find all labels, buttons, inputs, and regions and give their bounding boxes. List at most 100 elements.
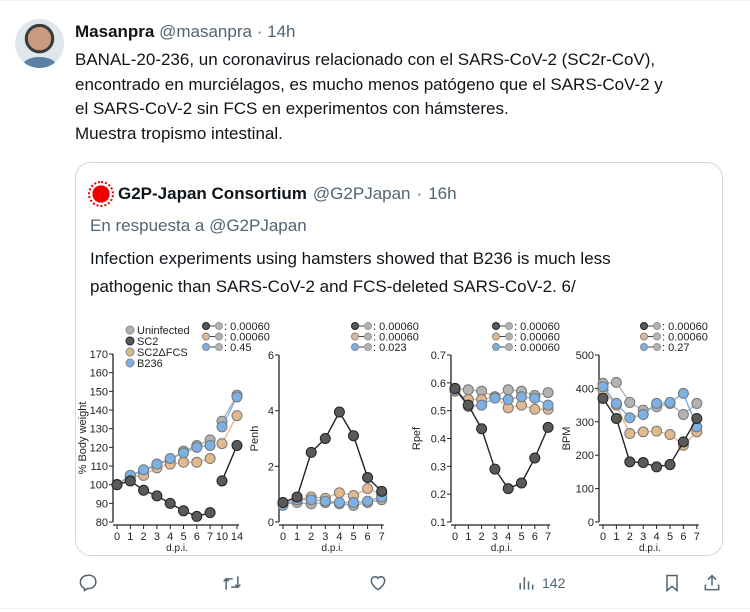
data-point (637, 426, 649, 438)
p-value-label: : 0.00060 (224, 321, 270, 333)
like-button[interactable] (368, 568, 388, 598)
y-tick-label: 140 (90, 405, 108, 417)
x-tick-label: 0 (114, 531, 120, 543)
x-tick-label: 3 (492, 531, 498, 543)
data-point (516, 477, 527, 489)
data-point (664, 428, 676, 440)
data-point (178, 447, 189, 459)
y-tick-label: 120 (90, 442, 108, 454)
data-point (610, 397, 622, 409)
separator: · (256, 22, 263, 41)
legend-marker (215, 332, 223, 341)
x-tick-label: 1 (465, 531, 471, 543)
y-tick-label: 500 (576, 350, 594, 362)
x-tick-label: 0 (600, 531, 606, 543)
x-tick-label: 7 (207, 531, 213, 543)
x-tick-label: 5 (350, 531, 356, 543)
data-point (277, 497, 289, 509)
y-tick-label: 200 (576, 450, 594, 462)
data-point (216, 421, 228, 433)
series-sc2 (597, 392, 703, 473)
data-point (624, 412, 636, 424)
legend-marker (215, 322, 223, 330)
data-point (231, 410, 243, 422)
y-tick-label: 0.2 (431, 489, 446, 501)
x-tick-label: 5 (518, 531, 524, 543)
series-sc2 (277, 406, 388, 509)
reply-button[interactable] (77, 568, 97, 598)
legend-label: B236 (137, 358, 163, 370)
data-point (216, 475, 228, 487)
legend-marker (125, 325, 135, 335)
tweet-time[interactable]: 14h (267, 22, 296, 41)
tweet-text: BANAL-20-236, un coronavirus relacionado… (75, 48, 663, 146)
legend-marker (653, 322, 661, 330)
retweet-button[interactable] (222, 568, 242, 598)
p-value-label: : 0.00060 (662, 321, 708, 333)
data-point (362, 483, 374, 495)
author-handle[interactable]: @masanpra (159, 22, 252, 41)
p-value-label: : 0.00060 (662, 332, 708, 344)
y-tick-label: 4 (268, 406, 274, 418)
figure-image[interactable]: 80 90 100 110 120 130 140 150 160 170 0 1 2 3 4 5 6 7 10 14… (76, 310, 722, 555)
data-point (664, 459, 676, 471)
avatar[interactable] (15, 19, 64, 68)
x-tick-label: 0 (452, 531, 458, 543)
y-tick-label: 110 (90, 461, 108, 473)
data-point (333, 406, 345, 418)
quoted-text-line: Infection experiments using hamsters sho… (90, 249, 611, 268)
views-button[interactable]: 142 (516, 568, 565, 598)
x-tick-label: 4 (336, 531, 342, 543)
p-value-label: : 0.00060 (514, 332, 560, 344)
data-point (305, 446, 317, 458)
data-point (637, 457, 649, 469)
p-value-label: : 0.00060 (514, 321, 560, 333)
legend-marker (202, 332, 210, 341)
p-value-label: : 0.00060 (373, 332, 419, 344)
data-point (319, 433, 331, 444)
y-tick-label: 100 (576, 484, 594, 496)
quoted-tweet[interactable]: G2P-Japan Consortium @G2PJapan · 16h En … (75, 162, 723, 556)
x-tick-label: 4 (167, 531, 173, 543)
x-tick-label: 1 (127, 531, 133, 543)
y-tick-label: 6 (268, 350, 274, 362)
data-point (305, 494, 317, 506)
data-point (333, 487, 345, 499)
data-point (624, 456, 636, 468)
tweet-text-line: el SARS-CoV-2 sin FCS en experimentos co… (75, 99, 509, 118)
data-point (362, 495, 374, 507)
data-point (664, 396, 676, 408)
data-point (231, 391, 243, 403)
series-sc2 (111, 439, 243, 522)
y-tick-label: 0.6 (431, 378, 446, 390)
legend-marker (125, 336, 135, 346)
y-tick-label: 2 (268, 461, 274, 473)
tweet-text-line: Muestra tropismo intestinal. (75, 123, 283, 143)
data-point (677, 436, 689, 448)
p-value-label: : 0.00060 (224, 332, 270, 344)
share-button[interactable] (702, 568, 722, 598)
author-name[interactable]: Masanpra (75, 22, 155, 41)
legend-marker (492, 332, 500, 341)
tweet-text-line: BANAL-20-236, un coronavirus relacionado… (75, 50, 656, 69)
data-point (348, 430, 359, 442)
legend-marker (125, 358, 135, 368)
bookmark-button[interactable] (662, 568, 682, 598)
y-tick-label: 0.4 (431, 434, 446, 446)
legend-marker (492, 343, 500, 351)
data-point (691, 412, 703, 424)
legend-marker (653, 343, 661, 351)
x-tick-label: 5 (180, 531, 186, 543)
x-axis-label: d.p.i. (639, 543, 661, 554)
y-tick-label: 0 (268, 517, 274, 529)
separator: · (416, 184, 423, 203)
legend-marker (505, 322, 513, 330)
y-tick-label: 300 (576, 417, 594, 429)
data-point (610, 376, 622, 388)
x-tick-label: 5 (667, 531, 673, 543)
legend-marker (640, 343, 648, 351)
x-tick-label: 7 (379, 531, 385, 543)
